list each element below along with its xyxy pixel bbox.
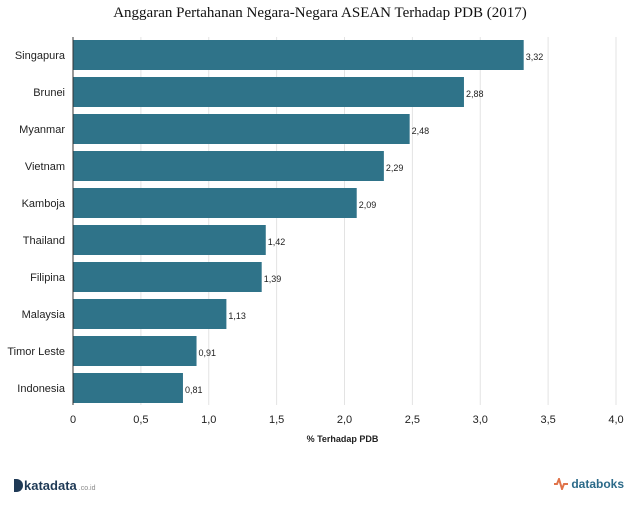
bar [73, 77, 464, 107]
x-axis-title: % Terhadap PDB [307, 434, 379, 444]
value-label: 2,29 [386, 163, 404, 173]
x-tick-label: 0,5 [133, 414, 148, 426]
chart-title: Anggaran Pertahanan Negara-Negara ASEAN … [113, 5, 527, 21]
category-label: Kamboja [22, 198, 66, 210]
pulse-icon [554, 478, 569, 490]
category-label: Timor Leste [7, 346, 65, 358]
bar-chart: 0 0,5 1,0 1,5 2,0 2,5 3,0 3,5 4,0 Singapura 3,32 Br… [7, 37, 624, 444]
x-tick-label: 4,0 [608, 414, 623, 426]
x-tick-label: 2,0 [337, 414, 352, 426]
category-label: Indonesia [17, 383, 66, 395]
x-tick-label: 3,5 [540, 414, 555, 426]
bar [73, 225, 266, 255]
katadata-brand-text: katadata [24, 478, 77, 493]
category-label: Singapura [15, 50, 66, 62]
category-label: Filipina [30, 272, 66, 284]
x-tick-label: 1,5 [269, 414, 284, 426]
katadata-logo-icon [14, 479, 23, 492]
bar [73, 188, 357, 218]
category-label: Malaysia [22, 309, 66, 321]
value-label: 1,42 [268, 237, 286, 247]
databoks-logo: databoks [554, 477, 624, 491]
value-label: 1,39 [264, 274, 282, 284]
x-tick-label: 1,0 [201, 414, 216, 426]
category-label: Brunei [33, 87, 65, 99]
bar [73, 114, 410, 144]
katadata-brand-suffix: .co.id [78, 485, 96, 492]
databoks-brand-text: databoks [571, 477, 624, 491]
value-label: 2,48 [412, 126, 430, 136]
value-label: 2,88 [466, 89, 484, 99]
x-tick-label: 0 [70, 414, 76, 426]
value-label: 0,91 [199, 348, 217, 358]
value-label: 1,13 [228, 311, 246, 321]
bar [73, 151, 384, 181]
bar [73, 373, 183, 403]
category-label: Thailand [23, 235, 65, 247]
bar [73, 40, 524, 70]
x-tick-label: 3,0 [473, 414, 488, 426]
x-tick-label: 2,5 [405, 414, 420, 426]
value-label: 0,81 [185, 385, 203, 395]
bar [73, 262, 262, 292]
bar [73, 299, 227, 329]
katadata-logo: katadata .co.id [14, 477, 95, 493]
category-label: Myanmar [19, 124, 65, 136]
category-label: Vietnam [25, 161, 65, 173]
value-label: 2,09 [359, 200, 377, 210]
bar [73, 336, 197, 366]
value-label: 3,32 [526, 52, 544, 62]
